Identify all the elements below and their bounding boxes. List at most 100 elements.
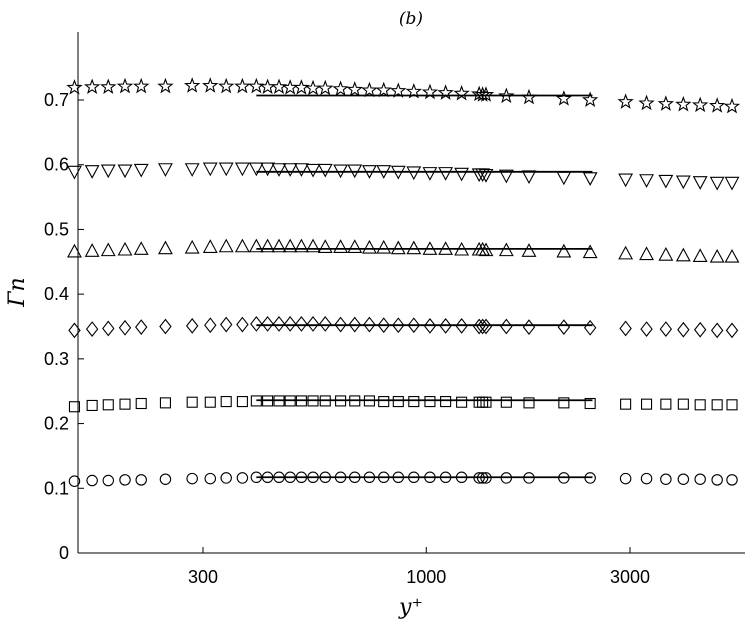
triangle-down-marker bbox=[305, 163, 321, 178]
diamond-marker bbox=[185, 317, 199, 334]
square-marker bbox=[711, 399, 723, 411]
star-marker bbox=[346, 81, 363, 97]
triangle-up-marker bbox=[202, 239, 218, 253]
circle-marker bbox=[476, 472, 489, 484]
star-marker bbox=[361, 81, 378, 98]
star-marker bbox=[281, 79, 299, 95]
diamond-marker bbox=[423, 317, 437, 334]
triangle-down-marker bbox=[618, 173, 634, 188]
triangle-down-marker bbox=[362, 165, 377, 179]
triangle-down-marker bbox=[498, 169, 514, 184]
triangle-up-marker bbox=[422, 241, 438, 255]
triangle-up-marker bbox=[639, 246, 654, 261]
square-marker bbox=[220, 396, 232, 408]
star-marker bbox=[133, 77, 150, 94]
circle-marker bbox=[500, 472, 513, 484]
star-marker bbox=[100, 78, 117, 95]
square-marker bbox=[186, 396, 198, 408]
triangle-down-marker bbox=[556, 171, 572, 186]
x-tick-label: 1000 bbox=[406, 567, 446, 587]
diamond-marker bbox=[159, 318, 172, 335]
square-marker bbox=[523, 397, 535, 409]
diamond-marker bbox=[348, 316, 361, 333]
circle-marker bbox=[660, 473, 672, 485]
square-marker bbox=[363, 395, 375, 407]
star-marker bbox=[520, 88, 538, 105]
triangle-up-marker bbox=[454, 241, 470, 256]
x-axis-title: y⁺ bbox=[398, 595, 423, 620]
circle-marker bbox=[261, 471, 274, 484]
diamond-marker bbox=[407, 317, 421, 334]
diamond-marker bbox=[479, 318, 493, 335]
star-marker bbox=[453, 84, 470, 101]
square-marker bbox=[102, 399, 114, 411]
x-tick-label: 300 bbox=[188, 567, 218, 587]
diamond-marker bbox=[363, 316, 376, 333]
star-marker bbox=[498, 87, 515, 104]
circle-marker bbox=[236, 472, 249, 484]
triangle-up-marker bbox=[556, 243, 572, 258]
circle-marker bbox=[295, 471, 308, 484]
star-marker bbox=[617, 93, 634, 109]
square-marker bbox=[135, 397, 147, 410]
triangle-down-marker bbox=[422, 167, 438, 181]
triangle-up-marker bbox=[675, 247, 691, 262]
triangle-down-marker bbox=[390, 165, 406, 180]
circle-marker bbox=[334, 471, 347, 484]
x-tick-label: 3000 bbox=[610, 567, 650, 587]
circle-marker bbox=[473, 472, 485, 484]
square-marker bbox=[424, 396, 436, 408]
diamond-marker bbox=[295, 316, 308, 332]
triangle-up-marker bbox=[84, 243, 100, 257]
circle-marker bbox=[102, 474, 115, 487]
square-marker bbox=[68, 401, 81, 413]
triangle-up-marker bbox=[475, 241, 491, 256]
triangle-up-marker bbox=[582, 244, 598, 259]
diamond-marker bbox=[319, 316, 332, 332]
y-tick-label: 0.7 bbox=[44, 90, 69, 110]
diamond-marker bbox=[118, 319, 132, 336]
star-marker bbox=[293, 79, 310, 95]
circle-marker bbox=[694, 473, 706, 485]
circle-marker bbox=[392, 471, 405, 484]
square-marker bbox=[677, 398, 689, 410]
square-marker bbox=[456, 396, 468, 408]
square-marker bbox=[250, 395, 262, 407]
star-marker bbox=[157, 77, 174, 94]
triangle-down-marker bbox=[158, 163, 173, 177]
diamond-marker bbox=[272, 316, 286, 332]
triangle-down-marker bbox=[202, 162, 218, 177]
diamond-marker bbox=[392, 317, 405, 334]
triangle-up-marker bbox=[248, 238, 264, 253]
markers bbox=[66, 77, 741, 487]
y-tick-label: 0.6 bbox=[44, 155, 69, 175]
triangle-down-marker bbox=[317, 163, 333, 178]
square-marker bbox=[640, 398, 653, 410]
star-marker bbox=[691, 96, 709, 113]
star-marker bbox=[421, 83, 439, 100]
circle-marker bbox=[523, 472, 535, 484]
diamond-marker bbox=[583, 319, 597, 336]
triangle-up-marker bbox=[234, 238, 250, 253]
y-tick-label: 0.4 bbox=[44, 284, 69, 304]
circle-marker bbox=[119, 474, 131, 486]
circle-marker bbox=[307, 471, 319, 484]
triangle-down-marker bbox=[692, 176, 708, 190]
diamond-marker bbox=[439, 317, 452, 334]
triangle-down-marker bbox=[100, 164, 116, 179]
triangle-up-marker bbox=[100, 242, 116, 257]
triangle-up-marker bbox=[709, 248, 725, 263]
y-axis-title: Γn bbox=[5, 277, 30, 307]
diamond-marker bbox=[220, 316, 233, 333]
star-marker bbox=[66, 79, 83, 95]
diamond-marker bbox=[236, 316, 249, 333]
square-marker bbox=[558, 397, 570, 409]
square-marker bbox=[726, 399, 738, 411]
circle-marker bbox=[68, 475, 81, 487]
triangle-up-marker bbox=[390, 240, 406, 255]
circle-marker bbox=[186, 472, 198, 485]
square-marker bbox=[204, 396, 216, 408]
x-ticks: 300 1000 3000 bbox=[188, 547, 650, 587]
triangle-down-marker bbox=[84, 165, 100, 179]
